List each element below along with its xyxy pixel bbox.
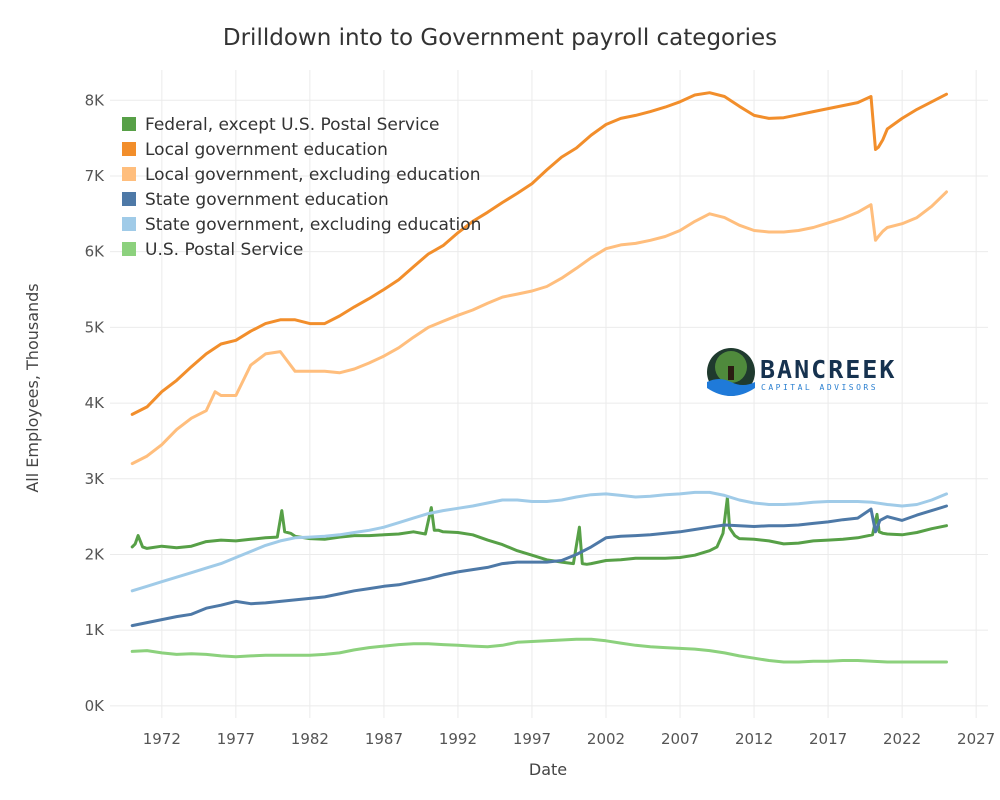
legend-item[interactable]: Federal, except U.S. Postal Service [122, 115, 439, 135]
x-tick-label: 1997 [513, 730, 551, 748]
legend-swatch [122, 217, 136, 231]
chart-title: Drilldown into to Government payroll cat… [223, 25, 777, 51]
legend-item[interactable]: Local government education [122, 140, 388, 160]
x-tick-label: 1992 [439, 730, 477, 748]
x-tick-label: 2002 [587, 730, 625, 748]
x-tick-label: 1982 [291, 730, 329, 748]
x-tick-label: 1987 [365, 730, 403, 748]
bancreek-logo: BANCREEK CAPITAL ADVISORS [707, 348, 896, 396]
x-tick-label: 2012 [735, 730, 773, 748]
x-axis-label: Date [529, 760, 567, 779]
y-tick-label: 0K [85, 697, 106, 715]
legend-item[interactable]: Local government, excluding education [122, 165, 481, 185]
logo-trunk-icon [728, 366, 734, 380]
legend-label: Federal, except U.S. Postal Service [145, 115, 439, 135]
logo-tagline: CAPITAL ADVISORS [761, 383, 878, 392]
y-tick-label: 7K [85, 167, 106, 185]
y-tick-label: 1K [85, 621, 106, 639]
y-axis-ticks: 0K 1K 2K 3K 4K 5K 6K 7K 8K [85, 91, 106, 715]
legend-item[interactable]: State government education [122, 190, 389, 210]
series-line-6 [130, 637, 948, 664]
legend-label: State government education [145, 190, 389, 210]
y-tick-label: 3K [85, 470, 106, 488]
series-line-3 [130, 190, 948, 466]
x-tick-label: 2017 [809, 730, 847, 748]
y-tick-label: 8K [85, 91, 106, 109]
y-axis-label: All Employees, Thousands [23, 283, 42, 492]
series-layer [130, 91, 948, 664]
y-tick-label: 4K [85, 394, 106, 412]
legend-swatch [122, 242, 136, 256]
x-tick-label: 2022 [883, 730, 921, 748]
legend-swatch [122, 167, 136, 181]
series-line-4 [130, 504, 948, 628]
legend-label: U.S. Postal Service [145, 240, 303, 260]
legend-label: Local government education [145, 140, 388, 160]
x-tick-label: 1977 [217, 730, 255, 748]
logo-wordmark: BANCREEK [760, 355, 896, 384]
x-tick-label: 2027 [957, 730, 995, 748]
legend-swatch [122, 117, 136, 131]
legend-item[interactable]: State government, excluding education [122, 215, 481, 235]
legend-label: Local government, excluding education [145, 165, 481, 185]
series-line-1 [130, 496, 948, 566]
legend: Federal, except U.S. Postal Service Local… [122, 115, 481, 260]
x-tick-label: 1972 [143, 730, 181, 748]
x-axis-ticks: 1972 1977 1982 1987 1992 1997 2002 2007 2012 2017… [143, 730, 996, 748]
series-line-2 [130, 91, 948, 416]
legend-swatch [122, 192, 136, 206]
y-tick-label: 6K [85, 243, 106, 261]
y-tick-label: 5K [85, 318, 106, 336]
logo-water-icon [707, 379, 755, 396]
legend-label: State government, excluding education [145, 215, 481, 235]
legend-swatch [122, 142, 136, 156]
x-tick-label: 2007 [661, 730, 699, 748]
y-tick-label: 2K [85, 545, 106, 563]
legend-item[interactable]: U.S. Postal Service [122, 240, 303, 260]
series-line-5 [130, 490, 948, 593]
